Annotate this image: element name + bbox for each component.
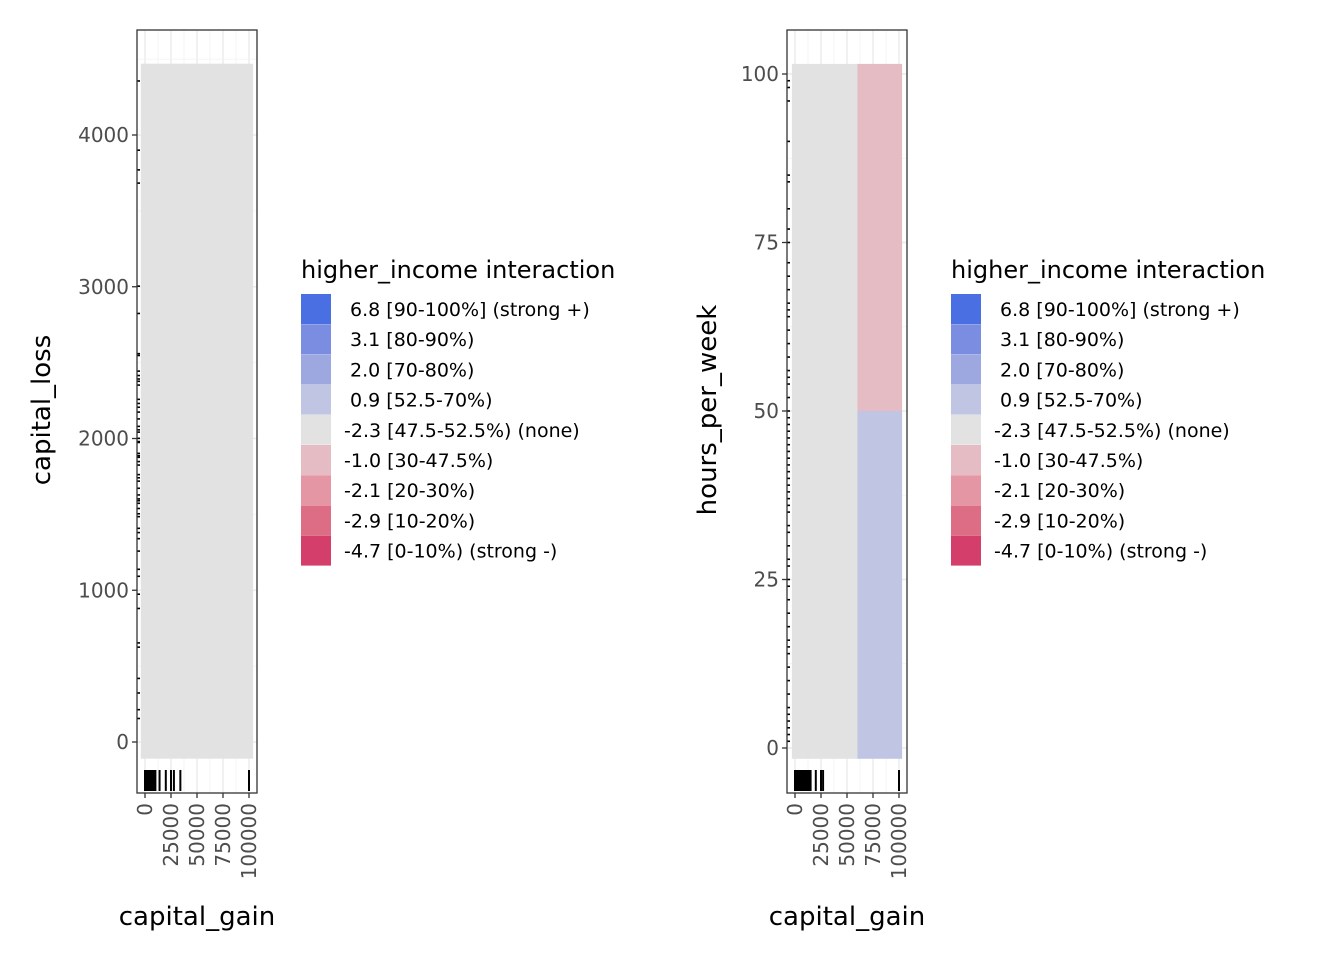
x-tick-label: 0	[783, 803, 807, 816]
legend-label: -2.3 [47.5-52.5%) (none)	[994, 420, 1230, 442]
x-tick-label: 75000	[861, 803, 885, 867]
legend-label: -4.7 [0-10%) (strong -)	[344, 541, 557, 563]
x-tick-label: 25000	[809, 803, 833, 867]
legend-label: 6.8 [90-100%] (strong +)	[344, 299, 590, 321]
legend-swatch	[951, 535, 981, 566]
legend-title: higher_income interaction	[951, 256, 1265, 284]
heatmap-tile	[140, 63, 254, 759]
y-tick-label: 2000	[78, 427, 129, 451]
legend-swatch	[301, 294, 331, 324]
heatmap-tile	[857, 63, 903, 411]
x-tick-label: 100000	[237, 803, 261, 879]
y-tick-label: 0	[766, 736, 779, 760]
heatmap-tile	[791, 63, 858, 759]
y-tick-label: 25	[754, 568, 779, 592]
legend-swatch	[301, 505, 331, 536]
legend-label: 3.1 [80-90%)	[994, 329, 1124, 351]
legend-label: -2.9 [10-20%)	[344, 510, 475, 532]
y-tick-label: 0	[116, 730, 129, 754]
y-tick-label: 75	[754, 231, 779, 255]
legend-label: 0.9 [52.5-70%)	[994, 390, 1143, 412]
legend-label: -2.1 [20-30%)	[994, 480, 1125, 502]
legend-label: -2.9 [10-20%)	[994, 510, 1125, 532]
y-tick-label: 100	[741, 62, 779, 86]
heatmap-tile	[857, 411, 903, 759]
legend-swatch	[301, 384, 331, 415]
x-tick-label: 50000	[835, 803, 859, 867]
legend-label: 6.8 [90-100%] (strong +)	[994, 299, 1240, 321]
legend-swatch	[951, 475, 981, 506]
legend-label: -2.3 [47.5-52.5%) (none)	[344, 420, 580, 442]
y-axis-title: hours_per_week	[693, 305, 723, 516]
legend-swatch	[951, 445, 981, 475]
legend-swatch	[951, 414, 981, 445]
x-tick-label: 100000	[887, 803, 911, 879]
x-tick-label: 25000	[159, 803, 183, 867]
y-tick-label: 1000	[78, 578, 129, 602]
y-tick-label: 50	[754, 399, 779, 423]
legend-swatch	[301, 354, 331, 385]
legend-swatch	[951, 294, 981, 324]
x-axis-title: capital_gain	[769, 902, 925, 932]
legend-label: 2.0 [70-80%)	[344, 359, 474, 381]
legend: higher_income interaction 6.8 [90-100%] …	[951, 256, 1265, 566]
legend-swatch	[951, 324, 981, 355]
legend-swatch	[951, 505, 981, 536]
legend: higher_income interaction 6.8 [90-100%] …	[301, 256, 615, 566]
y-tick-label: 3000	[78, 275, 129, 299]
legend-swatch	[301, 414, 331, 445]
legend-swatch	[301, 324, 331, 355]
legend-swatch	[301, 535, 331, 566]
legend-title: higher_income interaction	[301, 256, 615, 284]
x-axis-title: capital_gain	[119, 902, 275, 932]
x-tick-label: 0	[133, 803, 157, 816]
legend-label: -2.1 [20-30%)	[344, 480, 475, 502]
legend-label: 2.0 [70-80%)	[994, 359, 1124, 381]
panel-1: 0 25000 50000 75000 10000001000200030004000c…	[27, 29, 615, 932]
legend-swatch	[951, 354, 981, 385]
legend-label: -1.0 [30-47.5%)	[994, 450, 1143, 472]
legend-label: 0.9 [52.5-70%)	[344, 390, 493, 412]
legend-swatch	[951, 384, 981, 415]
legend-label: 3.1 [80-90%)	[344, 329, 474, 351]
legend-label: -1.0 [30-47.5%)	[344, 450, 493, 472]
x-tick-label: 75000	[211, 803, 235, 867]
legend-swatch	[301, 445, 331, 475]
legend-label: -4.7 [0-10%) (strong -)	[994, 541, 1207, 563]
x-tick-label: 50000	[185, 803, 209, 867]
panel-2: 0 25000 50000 75000 1000000255075100capital_…	[693, 29, 1265, 932]
y-tick-label: 4000	[78, 123, 129, 147]
legend-swatch	[301, 475, 331, 506]
y-axis-title: capital_loss	[27, 335, 57, 486]
